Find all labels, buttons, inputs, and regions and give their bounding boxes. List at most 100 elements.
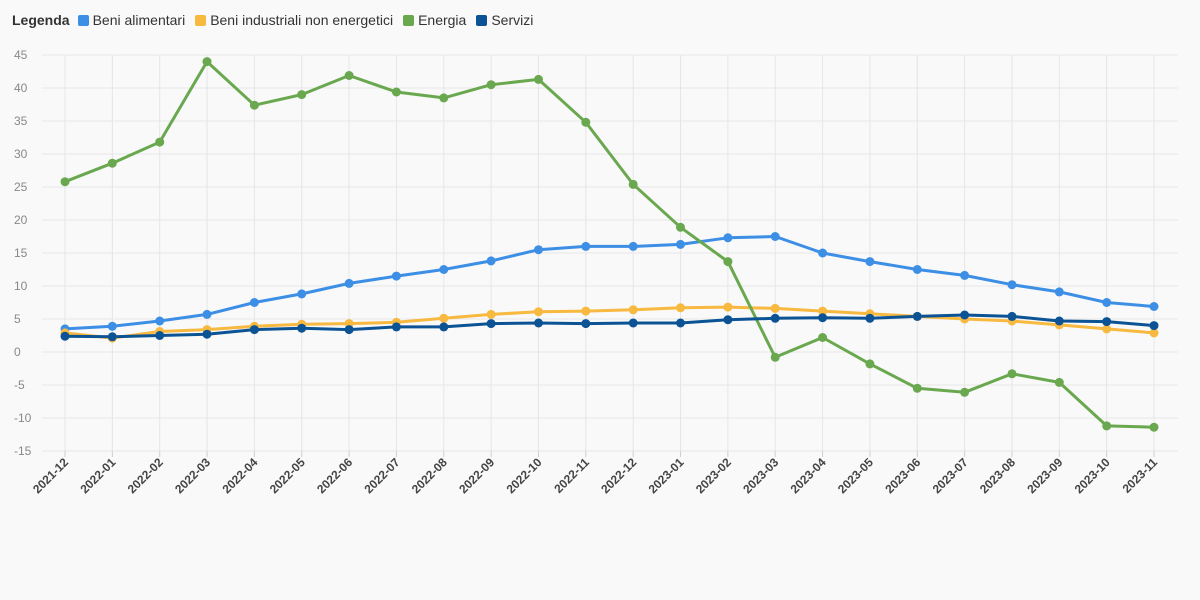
- y-tick-label: 40: [14, 81, 28, 95]
- data-point: [155, 316, 165, 326]
- x-tick-label: 2022-01: [77, 455, 118, 496]
- data-point: [1102, 317, 1112, 327]
- data-point: [486, 309, 496, 319]
- data-point: [770, 352, 780, 362]
- x-tick-label: 2023-06: [882, 455, 923, 496]
- legend-item-servizi[interactable]: Servizi: [476, 12, 533, 28]
- legend-item-beni-industriali[interactable]: Beni industriali non energetici: [195, 12, 393, 28]
- data-point: [1102, 324, 1112, 334]
- x-tick-label: 2022-10: [504, 455, 545, 496]
- legend-swatch: [403, 14, 415, 26]
- x-tick-label: 2022-06: [314, 455, 355, 496]
- x-tick-label: 2023-10: [1072, 455, 1113, 496]
- legend-label: Beni industriali non energetici: [210, 12, 394, 28]
- data-point: [60, 331, 70, 341]
- data-point: [1102, 298, 1112, 307]
- data-point: [865, 257, 875, 267]
- data-point: [723, 257, 733, 267]
- data-point: [534, 307, 543, 317]
- x-tick-label: 2022-04: [219, 455, 260, 496]
- data-point: [723, 302, 733, 312]
- data-point: [628, 318, 638, 328]
- x-tick-label: 2023-01: [646, 455, 687, 496]
- data-point: [1149, 328, 1159, 338]
- data-point: [960, 270, 970, 280]
- y-axis-ticks: 45 40 35 30 25 20 15 10 5 0 -5 -10 -15: [14, 48, 32, 458]
- legend-label: Servizi: [491, 12, 534, 28]
- data-point: [249, 325, 259, 335]
- x-tick-label: 2023-11: [1120, 455, 1161, 496]
- data-point: [534, 318, 543, 328]
- series-line-1: [63, 305, 1156, 340]
- data-point: [1054, 287, 1064, 297]
- y-tick-label: -5: [14, 378, 25, 392]
- data-point: [439, 313, 449, 323]
- x-tick-label: 2022-05: [267, 455, 308, 496]
- data-point: [534, 74, 543, 84]
- data-point: [486, 80, 496, 90]
- series-line-2: [63, 60, 1156, 429]
- data-point: [1054, 316, 1064, 326]
- data-point: [202, 57, 212, 67]
- data-point: [723, 233, 733, 243]
- y-tick-label: -10: [14, 411, 32, 425]
- data-point: [1007, 280, 1017, 290]
- data-point: [865, 359, 875, 369]
- data-point: [770, 303, 780, 313]
- data-point: [1102, 421, 1112, 431]
- y-tick-label: 45: [14, 48, 28, 62]
- x-tick-label: 2023-03: [740, 455, 781, 496]
- x-tick-label: 2022-08: [409, 455, 450, 496]
- data-point: [391, 271, 401, 281]
- data-point: [344, 71, 354, 80]
- x-tick-label: 2023-08: [977, 455, 1018, 496]
- grid: [42, 54, 1178, 457]
- data-point: [960, 310, 970, 320]
- data-point: [534, 245, 543, 255]
- data-point: [439, 322, 449, 332]
- data-point: [297, 289, 307, 299]
- data-point: [202, 329, 212, 339]
- data-point: [818, 248, 828, 258]
- data-point: [676, 318, 685, 328]
- x-tick-label: 2022-02: [125, 455, 166, 496]
- data-point: [581, 319, 591, 329]
- data-point: [676, 303, 685, 313]
- y-tick-label: 30: [14, 147, 28, 161]
- series-line-0: [63, 235, 1156, 331]
- x-tick-label: 2022-09: [456, 455, 497, 496]
- data-point: [818, 333, 828, 342]
- legend-label: Beni alimentari: [92, 12, 186, 28]
- data-point: [107, 332, 117, 342]
- data-point: [297, 90, 307, 100]
- data-point: [818, 313, 828, 323]
- data-point: [676, 239, 685, 249]
- y-tick-label: 15: [14, 246, 28, 260]
- x-tick-label: 2023-07: [930, 455, 971, 496]
- data-point: [155, 331, 165, 340]
- data-point: [391, 87, 401, 97]
- legend-item-beni-alimentari[interactable]: Beni alimentari: [77, 12, 186, 28]
- data-point: [628, 179, 638, 189]
- data-point: [1149, 302, 1159, 311]
- data-point: [486, 319, 496, 329]
- data-point: [249, 100, 259, 110]
- data-point: [439, 93, 449, 103]
- data-point: [60, 177, 70, 187]
- x-tick-label: 2023-04: [788, 455, 829, 496]
- data-point: [439, 265, 449, 274]
- series-line-3: [63, 313, 1156, 339]
- series-lines: [63, 60, 1156, 429]
- x-tick-label: 2022-07: [362, 455, 403, 496]
- data-point: [107, 321, 117, 331]
- data-point: [344, 325, 354, 335]
- data-point: [1149, 422, 1159, 432]
- data-point: [1149, 321, 1159, 331]
- data-point: [344, 278, 354, 288]
- data-point: [912, 265, 922, 274]
- data-point: [818, 306, 828, 316]
- data-point: [249, 298, 259, 307]
- data-point: [1054, 377, 1064, 387]
- legend-item-energia[interactable]: Energia: [403, 12, 466, 28]
- y-tick-label: 35: [14, 114, 28, 128]
